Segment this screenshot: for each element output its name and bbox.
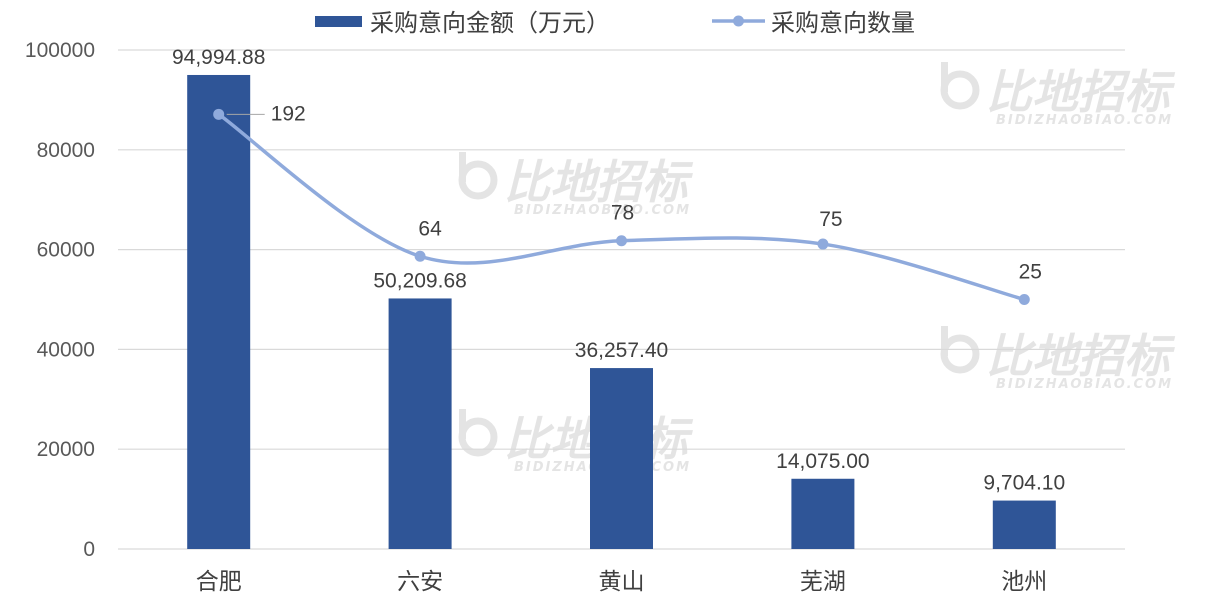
- legend-bar-swatch: [315, 16, 362, 27]
- bar-5: [992, 500, 1056, 549]
- legend-item-quantity: 采购意向数量: [712, 9, 915, 37]
- watermark-logo-stem-icon: [941, 326, 948, 356]
- x-tick-label: 合肥: [196, 569, 242, 595]
- watermark-layer: 比地招标BIDIZHAOBIAO.COM比地招标BIDIZHAOBIAO.COM…: [458, 62, 1176, 475]
- bar-3: [590, 368, 653, 549]
- watermark-logo-stem-icon: [941, 62, 948, 92]
- line-marker: [1018, 294, 1030, 305]
- watermark-subtext: BIDIZHAOBIAO.COM: [996, 113, 1173, 128]
- line-marker: [414, 250, 426, 262]
- line-marker: [616, 235, 627, 247]
- y-tick-label: 100000: [25, 39, 95, 62]
- bar-value-label: 94,994.88: [172, 46, 265, 69]
- bar-value-label: 36,257.40: [575, 339, 668, 362]
- watermark-logo-stem-icon: [459, 409, 466, 439]
- x-tick-label: 六安: [397, 569, 443, 595]
- y-tick-label: 0: [83, 538, 95, 561]
- watermark-logo-stem-icon: [459, 152, 466, 182]
- watermark-text: 比地招标: [986, 65, 1176, 119]
- line-value-label: 75: [819, 208, 842, 231]
- x-tick-label: 黄山: [599, 569, 645, 595]
- legend: 采购意向金额（万元） 采购意向数量: [315, 9, 915, 37]
- bar-2: [388, 298, 452, 549]
- y-tick-label: 20000: [37, 438, 95, 461]
- line-value-label: 25: [1019, 261, 1042, 284]
- watermark-subtext: BIDIZHAOBIAO.COM: [996, 377, 1173, 392]
- bar-value-label: 50,209.68: [373, 269, 466, 292]
- legend-label-amount: 采购意向金额（万元）: [370, 9, 610, 37]
- bar-1: [187, 74, 251, 549]
- watermark-logo-icon: [458, 160, 498, 200]
- line-value-label: 192: [271, 102, 306, 125]
- watermark-logo-icon: [940, 334, 980, 374]
- bar-value-label: 9,704.10: [983, 472, 1065, 495]
- line-marker: [817, 238, 829, 250]
- watermark-subtext: BIDIZHAOBIAO.COM: [514, 203, 691, 218]
- legend-marker-swatch: [733, 15, 744, 27]
- line-value-label: 78: [611, 202, 634, 225]
- bar-value-label: 14,075.00: [776, 450, 869, 473]
- watermark-text: 比地招标: [986, 329, 1176, 383]
- watermark-text: 比地招标: [504, 155, 694, 209]
- watermark-logo-icon: [940, 70, 980, 110]
- line-value-label: 64: [418, 217, 442, 240]
- watermark-logo-icon: [458, 417, 498, 457]
- x-tick-label: 池州: [1001, 569, 1047, 595]
- y-tick-label: 60000: [37, 239, 95, 262]
- legend-label-quantity: 采购意向数量: [771, 9, 915, 37]
- y-tick-label: 40000: [37, 338, 95, 361]
- amount-bars: [187, 74, 1056, 549]
- bar-4: [791, 478, 855, 549]
- legend-item-amount: 采购意向金额（万元）: [315, 9, 610, 37]
- amount-value-labels: 94,994.88 50,209.68 36,257.40 14,075.00 9,70…: [172, 46, 1065, 495]
- x-axis: 合肥 六安 黄山 芜湖 池州: [196, 569, 1048, 595]
- x-tick-label: 芜湖: [800, 569, 846, 595]
- y-tick-label: 80000: [37, 139, 95, 162]
- quantity-line-series: 192 64 78 75 25: [213, 102, 1042, 305]
- y-axis: 0 20000 40000 60000 80000 100000: [25, 39, 95, 561]
- line-marker: [213, 108, 225, 120]
